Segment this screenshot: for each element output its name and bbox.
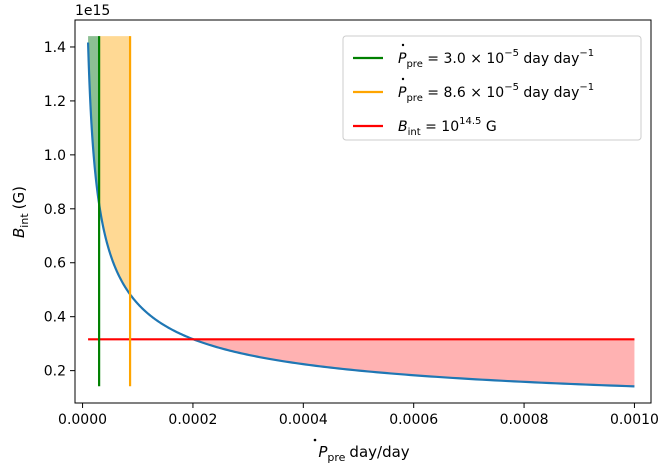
x-tick-label: 0.0000 bbox=[58, 412, 107, 428]
x-tick-label: 0.0010 bbox=[610, 412, 659, 428]
x-tick-label: 0.0004 bbox=[279, 412, 328, 428]
y-axis-units: (G) bbox=[10, 186, 28, 209]
y-tick-label: 1.2 bbox=[44, 94, 66, 110]
legend: Ppre = 3.0 × 10−5 day day−1 Ppre = 8.6 × … bbox=[342, 35, 642, 141]
y-tick-label: 0.6 bbox=[44, 256, 66, 272]
legend-label: Bint = 1014.5 G bbox=[398, 116, 497, 138]
y-tick-label: 1.4 bbox=[44, 40, 66, 56]
legend-box bbox=[342, 35, 642, 141]
y-tick-label: 0.2 bbox=[44, 364, 66, 380]
y-axis-subscript: int bbox=[18, 213, 31, 228]
legend-label: Ppre = 3.0 × 10−5 day day−1 bbox=[398, 48, 594, 70]
x-axis-dot bbox=[313, 438, 317, 442]
plot-frame bbox=[74, 19, 652, 404]
y-axis-label: Bint (G) bbox=[10, 186, 31, 238]
red-region bbox=[192, 339, 635, 387]
y-ticks: 0.2 0.4 0.6 0.8 1.0 1.2 1.4 bbox=[44, 40, 75, 380]
curve-line bbox=[86, 42, 635, 388]
x-tick-label: 0.0006 bbox=[389, 412, 438, 428]
x-axis-symbol: P bbox=[318, 443, 328, 461]
reference-lines bbox=[88, 36, 635, 387]
curve-layer bbox=[86, 42, 635, 388]
y-axis-symbol: B bbox=[10, 228, 28, 238]
y-offset-label: 1e15 bbox=[75, 3, 110, 19]
x-tick-label: 0.0008 bbox=[500, 412, 549, 428]
fill-regions bbox=[88, 36, 635, 387]
x-tick-label: 0.0002 bbox=[168, 412, 217, 428]
legend-label: Ppre = 8.6 × 10−5 day day−1 bbox=[398, 82, 594, 104]
x-ticks: 0.0000 0.0002 0.0004 0.0006 0.0008 0.0010 bbox=[58, 403, 659, 428]
orange-band bbox=[99, 36, 131, 295]
green-band bbox=[88, 36, 100, 204]
y-tick-label: 0.4 bbox=[44, 310, 66, 326]
legend-entries: Ppre = 3.0 × 10−5 day day−1 Ppre = 8.6 × … bbox=[353, 43, 594, 138]
x-axis-units: day/day bbox=[349, 443, 409, 461]
y-tick-label: 0.8 bbox=[44, 202, 66, 218]
legend-dot bbox=[401, 43, 405, 47]
y-tick-label: 1.0 bbox=[44, 148, 66, 164]
x-axis-subscript: pre bbox=[327, 451, 345, 464]
x-axis-label: Ppre day/day bbox=[318, 443, 409, 464]
legend-dot bbox=[401, 77, 405, 81]
